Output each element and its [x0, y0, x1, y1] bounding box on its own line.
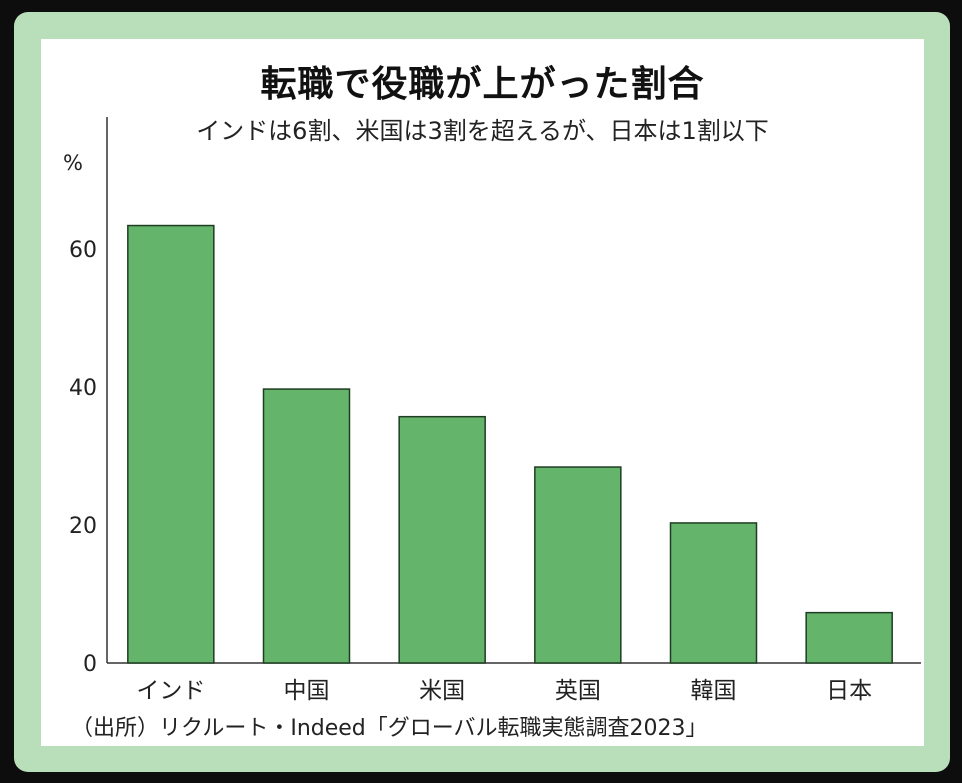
bar-chart-plot: 0 20 40 60 インド 中国 米国 英国 韓国 日本: [69, 117, 921, 704]
bar: [805, 611, 893, 664]
y-tick-label: 60: [69, 238, 97, 263]
category-label: 英国: [555, 678, 601, 704]
category-label: インド: [136, 678, 205, 704]
category-label: 韓国: [691, 678, 737, 704]
y-tick-label: 20: [69, 514, 97, 539]
category-label: 米国: [419, 678, 465, 704]
category-label: 中国: [284, 678, 330, 704]
y-tick-label: 40: [69, 376, 97, 401]
chart-title: 転職で役職が上がった割合: [260, 64, 705, 105]
bar: [398, 415, 486, 664]
chart-frame: 転職で役職が上がった割合 インドは6割、米国は3割を超えるが、日本は1割以下 %…: [14, 12, 950, 772]
bar: [669, 522, 758, 664]
y-axis-unit-label: %: [63, 151, 83, 175]
category-label: 日本: [826, 678, 872, 704]
bar: [262, 388, 351, 664]
bar: [127, 224, 215, 664]
y-tick-label: 0: [83, 652, 97, 677]
chart-subtitle: インドは6割、米国は3割を超えるが、日本は1割以下: [196, 117, 769, 145]
bar: [534, 466, 622, 664]
chart-panel: 転職で役職が上がった割合 インドは6割、米国は3割を超えるが、日本は1割以下 %…: [41, 39, 924, 746]
source-note: （出所）リクルート・Indeed「グローバル転職実態調査2023」: [71, 716, 708, 741]
